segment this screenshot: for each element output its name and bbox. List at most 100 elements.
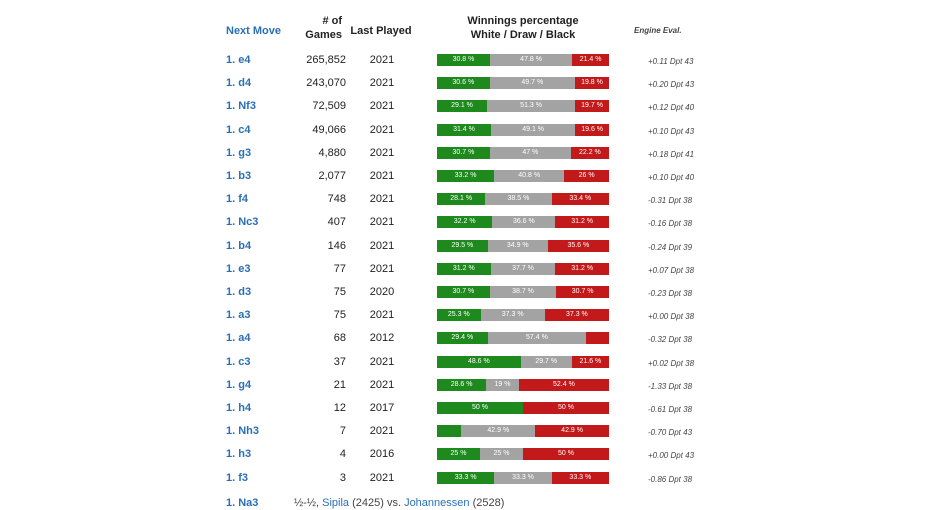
table-row: 1. Nh3 7 2021 42.9 % 42.9 % -0.70 Dpt 43: [0, 420, 945, 443]
games-count: 243,070: [306, 77, 346, 90]
winnings-bar: 30.6 % 49.7 % 19.8 %: [437, 77, 609, 90]
draw-segment: 33.3 %: [494, 471, 552, 484]
games-count: 68: [333, 332, 346, 345]
last-played-year: 2017: [369, 402, 395, 414]
move-link[interactable]: 1. f4: [226, 193, 249, 206]
games-count: 407: [327, 216, 346, 229]
last-played-year: 2021: [369, 378, 395, 391]
table-row: 1. b4 146 2021 29.5 % 34.9 % 35.6 % -0.24 Dpt …: [0, 235, 945, 258]
engine-eval: +0.10 Dpt 43: [648, 126, 695, 136]
move-link[interactable]: 1. a3: [226, 309, 251, 322]
move-link[interactable]: 1. a4: [226, 332, 251, 345]
draw-segment: 19 %: [486, 378, 519, 391]
white-segment: 33.3 %: [437, 471, 495, 484]
last-played-year: 2021: [369, 193, 395, 206]
games-count: 72,509: [312, 100, 346, 113]
black-segment: 42.9 %: [535, 425, 609, 438]
move-link[interactable]: 1. d4: [226, 77, 252, 90]
engine-eval: -0.23 Dpt 38: [648, 289, 693, 298]
table-row: 1. h3 4 2016 25 % 25 % 50 % +0.00 Dpt 43: [0, 443, 945, 466]
move-link[interactable]: 1. Nc3: [226, 216, 259, 229]
table-row: 1. d3 75 2020 30.7 % 38.7 % 30.7 % -0.23 Dpt 3…: [0, 281, 945, 304]
footer-white-player-link[interactable]: Sipila: [322, 497, 350, 509]
white-segment: 33.2 %: [437, 170, 495, 182]
winnings-bar: 25 % 25 % 50 %: [437, 448, 609, 461]
black-segment: 19.6 %: [575, 123, 609, 136]
header-winnings-line2: White / Draw / Black: [470, 29, 576, 41]
draw-segment: 36.6 %: [492, 216, 556, 229]
draw-segment: 51.3 %: [487, 100, 576, 113]
draw-segment: 25 %: [480, 448, 523, 461]
move-link[interactable]: 1. c3: [226, 355, 251, 368]
engine-eval: +0.00 Dpt 38: [648, 312, 695, 322]
move-link[interactable]: 1. g4: [226, 378, 252, 391]
table-row: 1. a3 75 2021 25.3 % 37.3 % 37.3 % +0.00 Dpt 3…: [0, 304, 945, 327]
engine-eval: -1.33 Dpt 38: [648, 381, 693, 391]
header-last-played: Last Played: [350, 25, 412, 37]
draw-segment: 34.9 %: [487, 239, 548, 252]
last-played-year: 2021: [369, 425, 395, 438]
winnings-bar: 32.2 % 36.6 % 31.2 %: [437, 216, 609, 229]
white-segment: 50 %: [437, 402, 523, 414]
engine-eval: +0.02 Dpt 38: [648, 358, 695, 368]
draw-segment: 42.9 %: [461, 425, 536, 438]
last-played-year: 2021: [369, 77, 395, 90]
last-played-year: 2021: [369, 146, 395, 159]
footer-white-rating: (2425) vs.: [349, 497, 405, 509]
move-link[interactable]: 1. c4: [226, 123, 251, 136]
black-segment: 37.3 %: [544, 309, 609, 322]
move-link[interactable]: 1. b3: [226, 170, 252, 182]
engine-eval: -0.24 Dpt 39: [648, 242, 693, 252]
move-link[interactable]: 1. d3: [226, 286, 252, 298]
winnings-bar: 25.3 % 37.3 % 37.3 %: [437, 309, 609, 322]
white-segment: 48.6 %: [437, 355, 521, 368]
winnings-bar: 42.9 % 42.9 %: [437, 425, 609, 438]
black-segment: 50 %: [523, 448, 609, 461]
winnings-bar: 50 % 50 %: [437, 402, 609, 414]
engine-eval: -0.31 Dpt 38: [648, 196, 693, 206]
games-count: 75: [333, 309, 346, 322]
table-row: 1. c3 37 2021 48.6 % 29.7 % 21.6 % +0.02 Dpt 3…: [0, 351, 945, 374]
move-link[interactable]: 1. h4: [226, 402, 252, 414]
white-segment: 30.7 %: [437, 286, 490, 298]
draw-segment: 47.8 %: [489, 54, 573, 66]
engine-eval: -0.61 Dpt 38: [648, 405, 693, 414]
footer-black-player-link[interactable]: Johannessen: [404, 497, 470, 509]
games-count: 21: [333, 378, 346, 391]
engine-eval: +0.11 Dpt 43: [648, 57, 694, 66]
white-segment: 31.2 %: [437, 262, 491, 275]
black-segment: 19.8 %: [574, 77, 609, 90]
table-row: 1. b3 2,077 2021 33.2 % 40.8 % 26 % +0.10 Dpt …: [0, 165, 945, 188]
draw-segment: 29.7 %: [520, 355, 572, 368]
move-link[interactable]: 1. g3: [226, 146, 252, 159]
header-games-line2: Games: [305, 29, 342, 41]
winnings-bar: 31.4 % 49.1 % 19.6 %: [437, 123, 609, 136]
header-engine-eval: Engine Eval.: [634, 26, 682, 35]
move-link[interactable]: 1. e3: [226, 262, 251, 275]
black-segment: 31.2 %: [555, 216, 609, 229]
table-row: 1. g3 4,880 2021 30.7 % 47 % 22.2 % +0.18 Dpt …: [0, 142, 945, 165]
draw-segment: 57.4 %: [487, 332, 587, 345]
black-segment: 33.3 %: [551, 471, 609, 484]
winnings-bar: 48.6 % 29.7 % 21.6 %: [437, 355, 609, 368]
draw-segment: 47 %: [489, 146, 571, 159]
move-link[interactable]: 1. b4: [226, 239, 252, 252]
move-link[interactable]: 1. h3: [226, 448, 252, 461]
black-segment: 21.6 %: [571, 355, 609, 368]
engine-eval: -0.32 Dpt 38: [648, 335, 693, 345]
move-link[interactable]: 1. Nf3: [226, 100, 256, 113]
move-link[interactable]: 1. f3: [226, 471, 249, 484]
footer-move-link[interactable]: 1. Na3: [226, 497, 259, 509]
black-segment: 52.4 %: [518, 378, 609, 391]
table-row: 1. f4 748 2021 28.1 % 38.5 % 33.4 % -0.31 Dpt …: [0, 188, 945, 211]
winnings-bar: 33.3 % 33.3 % 33.3 %: [437, 471, 609, 484]
move-link[interactable]: 1. Nh3: [226, 425, 260, 438]
games-count: 77: [333, 262, 346, 275]
table-row: 1. g4 21 2021 28.6 % 19 % 52.4 % -1.33 Dpt 38: [0, 374, 945, 397]
black-segment: 31.2 %: [555, 262, 609, 275]
winnings-bar: 33.2 % 40.8 % 26 %: [437, 170, 609, 182]
move-link[interactable]: 1. e4: [226, 54, 251, 66]
winnings-bar: 30.7 % 47 % 22.2 %: [437, 146, 609, 159]
last-played-year: 2021: [369, 471, 395, 484]
engine-eval: -0.70 Dpt 43: [648, 428, 693, 438]
